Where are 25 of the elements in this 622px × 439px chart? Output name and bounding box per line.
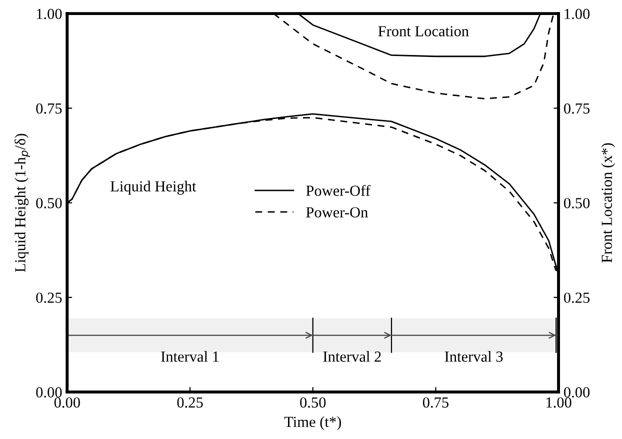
annotation: Front Location [378,26,469,36]
y-tick-label: 1.00 [36,8,62,20]
y2-tick-label: 1.00 [564,8,590,20]
legend-label: Power-On [306,207,368,218]
x-tick-label: 0.50 [300,397,326,408]
x-axis-title: Time (t*) [284,416,341,430]
band-label: Interval 2 [323,351,381,362]
y-tick-label: 0.25 [36,292,62,303]
y2-tick-label: 0.50 [564,198,590,208]
y2-tick-label: 0.25 [564,292,590,303]
y2-axis-title: Front Location (x*) [601,143,616,263]
x-tick-label: 0.00 [54,397,80,408]
x-tick-label: 0.75 [422,397,448,408]
legend-label: Power-Off [306,184,370,196]
band-label: Interval 3 [444,351,503,362]
y2-tick-label: 0.75 [564,103,590,114]
y-tick-label: 0.00 [36,387,62,398]
y2-tick-label: 0.00 [564,387,590,398]
x-tick-label: 1.00 [546,397,572,408]
y-tick-label: 0.75 [36,103,62,114]
x-tick-label: 0.25 [177,397,203,408]
y-tick-label: 0.50 [36,198,62,208]
band-label: Interval 1 [161,351,219,362]
annotation: Liquid Height [110,180,196,195]
y-axis-title: Liquid Height (1-h$_{p}$/δ) [14,134,30,272]
